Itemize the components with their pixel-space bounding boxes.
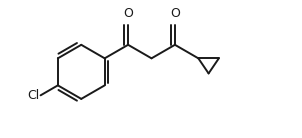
Text: O: O: [170, 7, 180, 20]
Text: Cl: Cl: [27, 89, 39, 102]
Text: O: O: [123, 7, 133, 20]
